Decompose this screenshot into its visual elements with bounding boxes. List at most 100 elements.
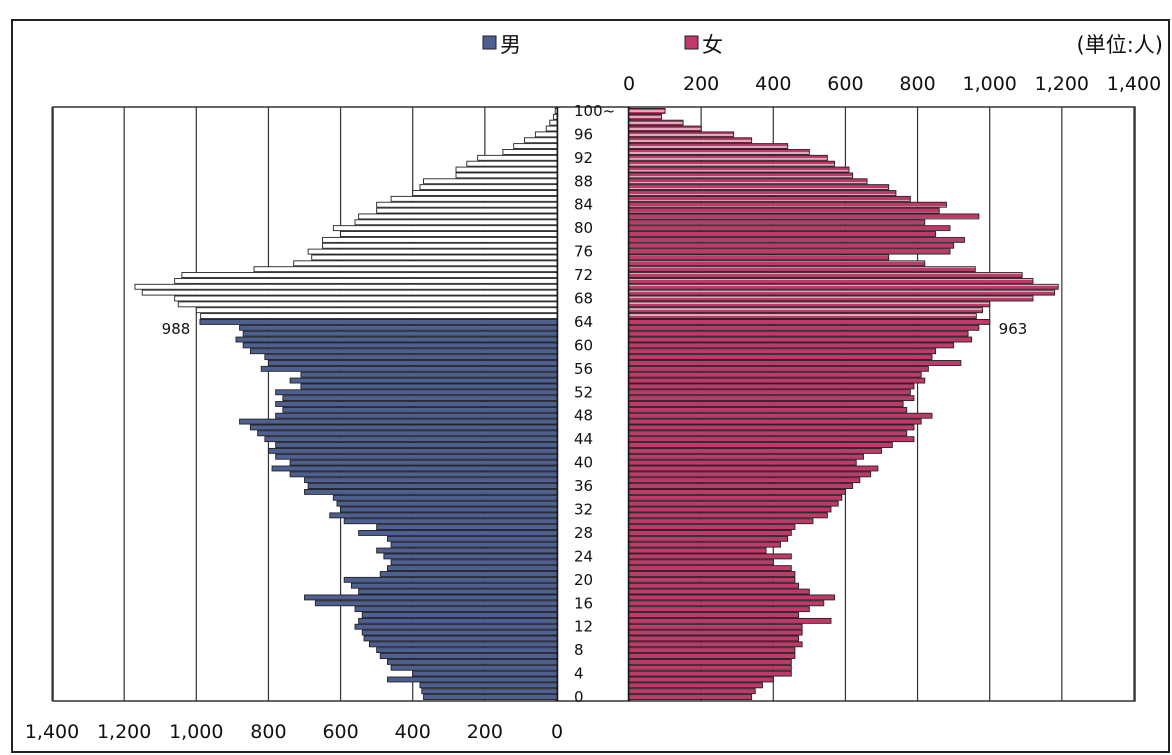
male-bar-age-27 bbox=[387, 535, 558, 542]
male-bar-age-77 bbox=[322, 242, 558, 249]
male-bar-age-66 bbox=[195, 307, 558, 314]
age-label: 84 bbox=[574, 196, 593, 214]
female-bar-age-97 bbox=[628, 125, 702, 132]
female-bar-age-58 bbox=[628, 354, 933, 361]
female-bar-age-85 bbox=[628, 195, 911, 202]
age-label: 36 bbox=[574, 477, 593, 495]
female-bar-age-65 bbox=[628, 313, 977, 320]
age-label: 32 bbox=[574, 501, 593, 519]
age-label: 12 bbox=[574, 618, 593, 636]
female-bar-age-59 bbox=[628, 348, 937, 355]
female-bar-age-0 bbox=[628, 694, 753, 701]
male-tick-label: 1,000 bbox=[169, 721, 223, 743]
female-bar-age-88 bbox=[628, 178, 868, 185]
male-bar-age-26 bbox=[390, 541, 558, 548]
male-bar-age-57 bbox=[267, 360, 558, 366]
male-bar-age-18 bbox=[358, 588, 558, 595]
male-bar-age-14 bbox=[361, 612, 558, 618]
age-label: 20 bbox=[574, 571, 593, 589]
male-bar-age-83 bbox=[376, 207, 558, 214]
male-bar-age-35 bbox=[304, 488, 558, 495]
male-bar-age-17 bbox=[304, 594, 558, 601]
female-bar-age-47 bbox=[628, 418, 922, 425]
male-bar-age-97 bbox=[545, 125, 558, 132]
male-bar-age-24 bbox=[383, 553, 558, 560]
female-bar-age-6 bbox=[628, 658, 792, 665]
male-bar-age-85 bbox=[390, 195, 558, 202]
age-label: 76 bbox=[574, 243, 593, 261]
age-label: 60 bbox=[574, 336, 593, 354]
female-bar-age-32 bbox=[628, 506, 832, 513]
female-bar-age-57 bbox=[628, 360, 962, 366]
age-label: 52 bbox=[574, 383, 593, 401]
male-bar-age-30 bbox=[343, 518, 558, 525]
age-label: 64 bbox=[574, 313, 593, 331]
male-bar-age-23 bbox=[390, 559, 558, 566]
female-bar-age-94 bbox=[628, 143, 789, 150]
male-bar-age-84 bbox=[376, 201, 558, 208]
male-bar-age-42 bbox=[267, 447, 558, 454]
male-bar-age-19 bbox=[350, 582, 558, 589]
age-label: 24 bbox=[574, 547, 593, 565]
male-bar-age-56 bbox=[260, 365, 558, 372]
male-bar-age-16 bbox=[314, 600, 558, 607]
age-label: 92 bbox=[574, 149, 593, 167]
female-tick-label: 600 bbox=[827, 73, 863, 95]
male-axis-ticks: 1,400 1,200 1,000 800 600 400 200 0 bbox=[25, 721, 563, 743]
female-bar-age-11 bbox=[628, 629, 803, 636]
legend-swatch-male bbox=[482, 35, 497, 50]
female-bar-age-68 bbox=[628, 295, 1034, 302]
female-bar-age-12 bbox=[628, 623, 803, 630]
male-bar-age-9 bbox=[368, 641, 558, 648]
male-bar-age-25 bbox=[376, 547, 558, 554]
female-bar-age-37 bbox=[628, 477, 861, 484]
male-bar-age-36 bbox=[307, 483, 558, 489]
male-bar-age-38 bbox=[289, 471, 558, 478]
male-bar-age-47 bbox=[239, 418, 558, 425]
male-tick-label: 1,200 bbox=[97, 721, 151, 743]
age-label: 28 bbox=[574, 524, 593, 542]
female-bar-age-19 bbox=[628, 582, 799, 589]
male-bar-age-64 bbox=[199, 319, 558, 325]
female-bar-age-78 bbox=[628, 236, 965, 243]
female-bar-age-82 bbox=[628, 213, 980, 220]
female-tick-label: 200 bbox=[683, 73, 719, 95]
male-bar-age-8 bbox=[376, 647, 558, 654]
female-bar-age-4 bbox=[628, 670, 792, 677]
female-bar-age-27 bbox=[628, 535, 789, 542]
male-bar-age-50 bbox=[275, 401, 558, 407]
female-bar-age-90 bbox=[628, 166, 850, 173]
female-bar-age-72 bbox=[628, 272, 1023, 278]
female-bar-age-56 bbox=[628, 365, 929, 372]
male-tick-label: 400 bbox=[395, 721, 431, 743]
male-bar-age-20 bbox=[343, 576, 558, 583]
female-bar-age-60 bbox=[628, 342, 955, 349]
female-bar-age-84 bbox=[628, 201, 947, 208]
male-bar-age-93 bbox=[502, 149, 558, 155]
female-tick-label: 1,400 bbox=[1107, 73, 1161, 95]
male-bar-age-45 bbox=[257, 430, 558, 437]
female-bar-age-86 bbox=[628, 190, 897, 196]
age-axis-labels: 100~969288848076726864605652484440363228… bbox=[574, 102, 615, 706]
female-bar-age-52 bbox=[628, 389, 911, 396]
female-bar-age-79 bbox=[628, 231, 937, 237]
male-bar-age-71 bbox=[174, 277, 558, 284]
male-bar-age-40 bbox=[289, 459, 558, 466]
male-bar-age-34 bbox=[332, 494, 558, 501]
male-bar-age-11 bbox=[361, 629, 558, 636]
male-bar-age-3 bbox=[387, 676, 558, 683]
male-bar-age-82 bbox=[358, 213, 558, 220]
female-bar-age-98 bbox=[628, 119, 684, 126]
female-bar-age-10 bbox=[628, 635, 799, 642]
male-annotation-label: 988 bbox=[162, 320, 191, 338]
female-bar-age-54 bbox=[628, 377, 926, 384]
female-bar-age-31 bbox=[628, 512, 828, 519]
legend-label-male: 男 bbox=[500, 33, 521, 57]
female-bars bbox=[628, 107, 1059, 701]
female-bar-age-20 bbox=[628, 576, 796, 583]
male-bar-age-67 bbox=[177, 301, 558, 308]
male-bar-age-28 bbox=[358, 530, 558, 536]
female-bar-age-3 bbox=[628, 676, 774, 683]
female-bar-age-43 bbox=[628, 442, 893, 448]
female-bar-age-91 bbox=[628, 160, 836, 167]
